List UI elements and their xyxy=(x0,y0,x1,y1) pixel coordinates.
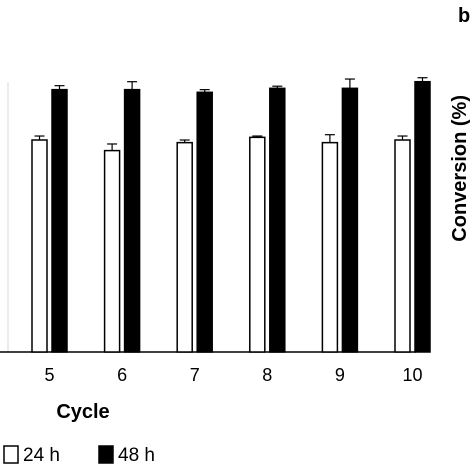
legend-label-48h: 48 h xyxy=(118,445,155,466)
legend: 24 h 48 h xyxy=(3,445,155,466)
legend-swatch-48h xyxy=(98,445,114,464)
bar-24h-cycle-9 xyxy=(321,141,339,353)
bar-24h-cycle-8 xyxy=(249,136,266,353)
panel-letter: b xyxy=(458,5,470,27)
bar-48h-cycle-10 xyxy=(414,80,431,353)
bar-48h-cycle-5 xyxy=(51,88,68,353)
bar-48h-cycle-7 xyxy=(196,91,213,353)
x-tick-label-10: 10 xyxy=(402,365,422,385)
x-tick-label-6: 6 xyxy=(117,365,127,385)
x-tick-label-5: 5 xyxy=(44,365,54,385)
bar-24h-cycle-6 xyxy=(103,149,121,353)
x-tick-label-7: 7 xyxy=(190,365,200,385)
bar-48h-cycle-8 xyxy=(269,87,286,353)
x-tick-labels: 5 6 7 8 9 10 xyxy=(44,365,422,385)
x-tick-label-9: 9 xyxy=(335,365,345,385)
bar-24h-cycle-10 xyxy=(394,139,411,353)
bar-24h-cycle-7 xyxy=(176,141,193,353)
legend-swatch-24h xyxy=(3,445,19,464)
bar-48h-cycle-9 xyxy=(341,87,359,353)
legend-label-24h: 24 h xyxy=(23,445,60,466)
bar-48h-cycle-6 xyxy=(123,88,141,353)
x-tick-label-8: 8 xyxy=(262,365,272,385)
bars xyxy=(31,77,431,353)
x-axis-title: Cycle xyxy=(56,401,109,423)
bar-24h-cycle-5 xyxy=(31,139,48,353)
right-y-axis-title: Conversion (%) xyxy=(449,95,471,242)
